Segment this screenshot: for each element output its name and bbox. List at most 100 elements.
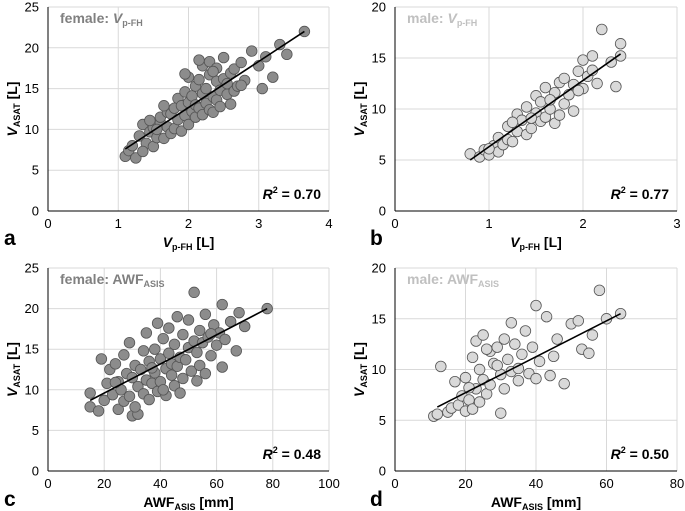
y-axis-label-part: V [4, 125, 20, 136]
x-tick-label: 3 [255, 216, 262, 231]
r-squared-part: R [263, 186, 274, 202]
panel-title-part: p-FH [457, 18, 478, 28]
panel-title-part: ASIS [144, 279, 165, 289]
data-point [92, 405, 105, 417]
x-axis-label-part: V [163, 234, 174, 250]
x-tick-label: 1 [485, 216, 492, 231]
data-point [137, 345, 150, 357]
y-tick-label: 5 [379, 413, 386, 428]
data-point [596, 23, 608, 36]
data-point [200, 82, 212, 95]
data-point [572, 65, 585, 77]
y-axis-label: VASAT [L] [351, 82, 369, 137]
y-tick-label: 15 [372, 311, 386, 326]
x-axis-label: AWFASIS [mm] [491, 494, 581, 511]
data-point [506, 135, 519, 148]
panel-title: male: AWFASIS [407, 271, 499, 289]
data-point [480, 343, 493, 355]
data-point [123, 390, 136, 402]
data-point [586, 329, 599, 341]
data-point [174, 387, 186, 399]
r-squared-part: 2 [273, 185, 278, 195]
data-point [95, 353, 108, 365]
x-tick-label: 80 [266, 476, 280, 491]
x-tick-label: 0 [44, 476, 51, 491]
x-axis-label-part: [mm] [196, 494, 234, 510]
data-point [256, 82, 268, 95]
data-point [509, 338, 521, 350]
y-tick-label: 15 [25, 81, 39, 96]
data-point [525, 122, 538, 135]
y-axis-label-part: V [4, 386, 20, 397]
data-point [130, 152, 142, 164]
y-axis-label-part: [L] [351, 82, 367, 104]
r-squared-label: R2 = 0.50 [611, 445, 670, 462]
data-point [591, 77, 603, 90]
x-tick-label: 1 [115, 216, 122, 231]
data-point [199, 308, 212, 320]
panel-letter: b [370, 227, 383, 250]
data-point [123, 337, 136, 349]
x-tick-label: 40 [153, 476, 167, 491]
data-point [216, 298, 228, 311]
panel-title-part: female: [60, 10, 113, 26]
x-axis-label-part: ASIS [174, 502, 195, 511]
r-squared-label: R2 = 0.77 [611, 185, 670, 202]
data-point [140, 327, 153, 339]
data-point [539, 81, 552, 94]
y-axis-label-part: ASAT [359, 363, 369, 387]
data-point [177, 328, 189, 341]
y-axis-label-part: ASAT [12, 103, 22, 127]
data-point [219, 333, 231, 346]
x-axis-label-part: ASIS [522, 502, 543, 511]
data-point [157, 332, 169, 345]
data-point [185, 365, 198, 377]
y-axis-label-part: V [351, 125, 367, 136]
data-point [165, 369, 178, 381]
data-point [466, 403, 479, 415]
data-point [230, 345, 242, 357]
data-point [205, 349, 217, 362]
x-axis-label-part: AWF [143, 494, 175, 510]
data-point [193, 73, 205, 86]
data-point [459, 371, 472, 384]
data-point [144, 114, 156, 127]
x-axis-label: AWFASIS [mm] [143, 494, 233, 511]
regression-line [89, 307, 268, 402]
data-point [466, 351, 479, 364]
r-squared-part: = 0.48 [278, 446, 321, 462]
y-tick-label: 10 [25, 122, 39, 137]
x-tick-label: 60 [209, 476, 223, 491]
data-point [572, 84, 585, 97]
r-squared-part: 2 [273, 445, 278, 455]
data-point [179, 354, 192, 366]
y-tick-label: 15 [25, 342, 39, 357]
x-tick-label: 40 [529, 476, 543, 491]
data-point [143, 393, 155, 406]
data-point [572, 315, 585, 327]
data-point [498, 333, 510, 345]
x-tick-label: 3 [673, 216, 680, 231]
data-point [233, 306, 245, 319]
data-point [163, 347, 175, 359]
x-tick-label: 0 [44, 216, 51, 231]
y-tick-label: 0 [379, 204, 386, 219]
panel-title-part: ASIS [478, 279, 499, 289]
data-point [171, 311, 183, 323]
panel-title-part: p-FH [122, 18, 143, 28]
data-point [558, 378, 570, 390]
data-point [577, 54, 589, 66]
data-point [175, 125, 188, 137]
x-tick-label: 2 [579, 216, 586, 231]
data-point [235, 56, 247, 69]
data-point [553, 109, 566, 121]
data-point [593, 284, 606, 297]
x-tick-label: 0 [391, 216, 398, 231]
data-point [526, 341, 539, 353]
data-point [137, 145, 149, 158]
data-point [157, 384, 169, 396]
r-squared-part: R [611, 186, 622, 202]
x-tick-label: 4 [325, 216, 332, 231]
